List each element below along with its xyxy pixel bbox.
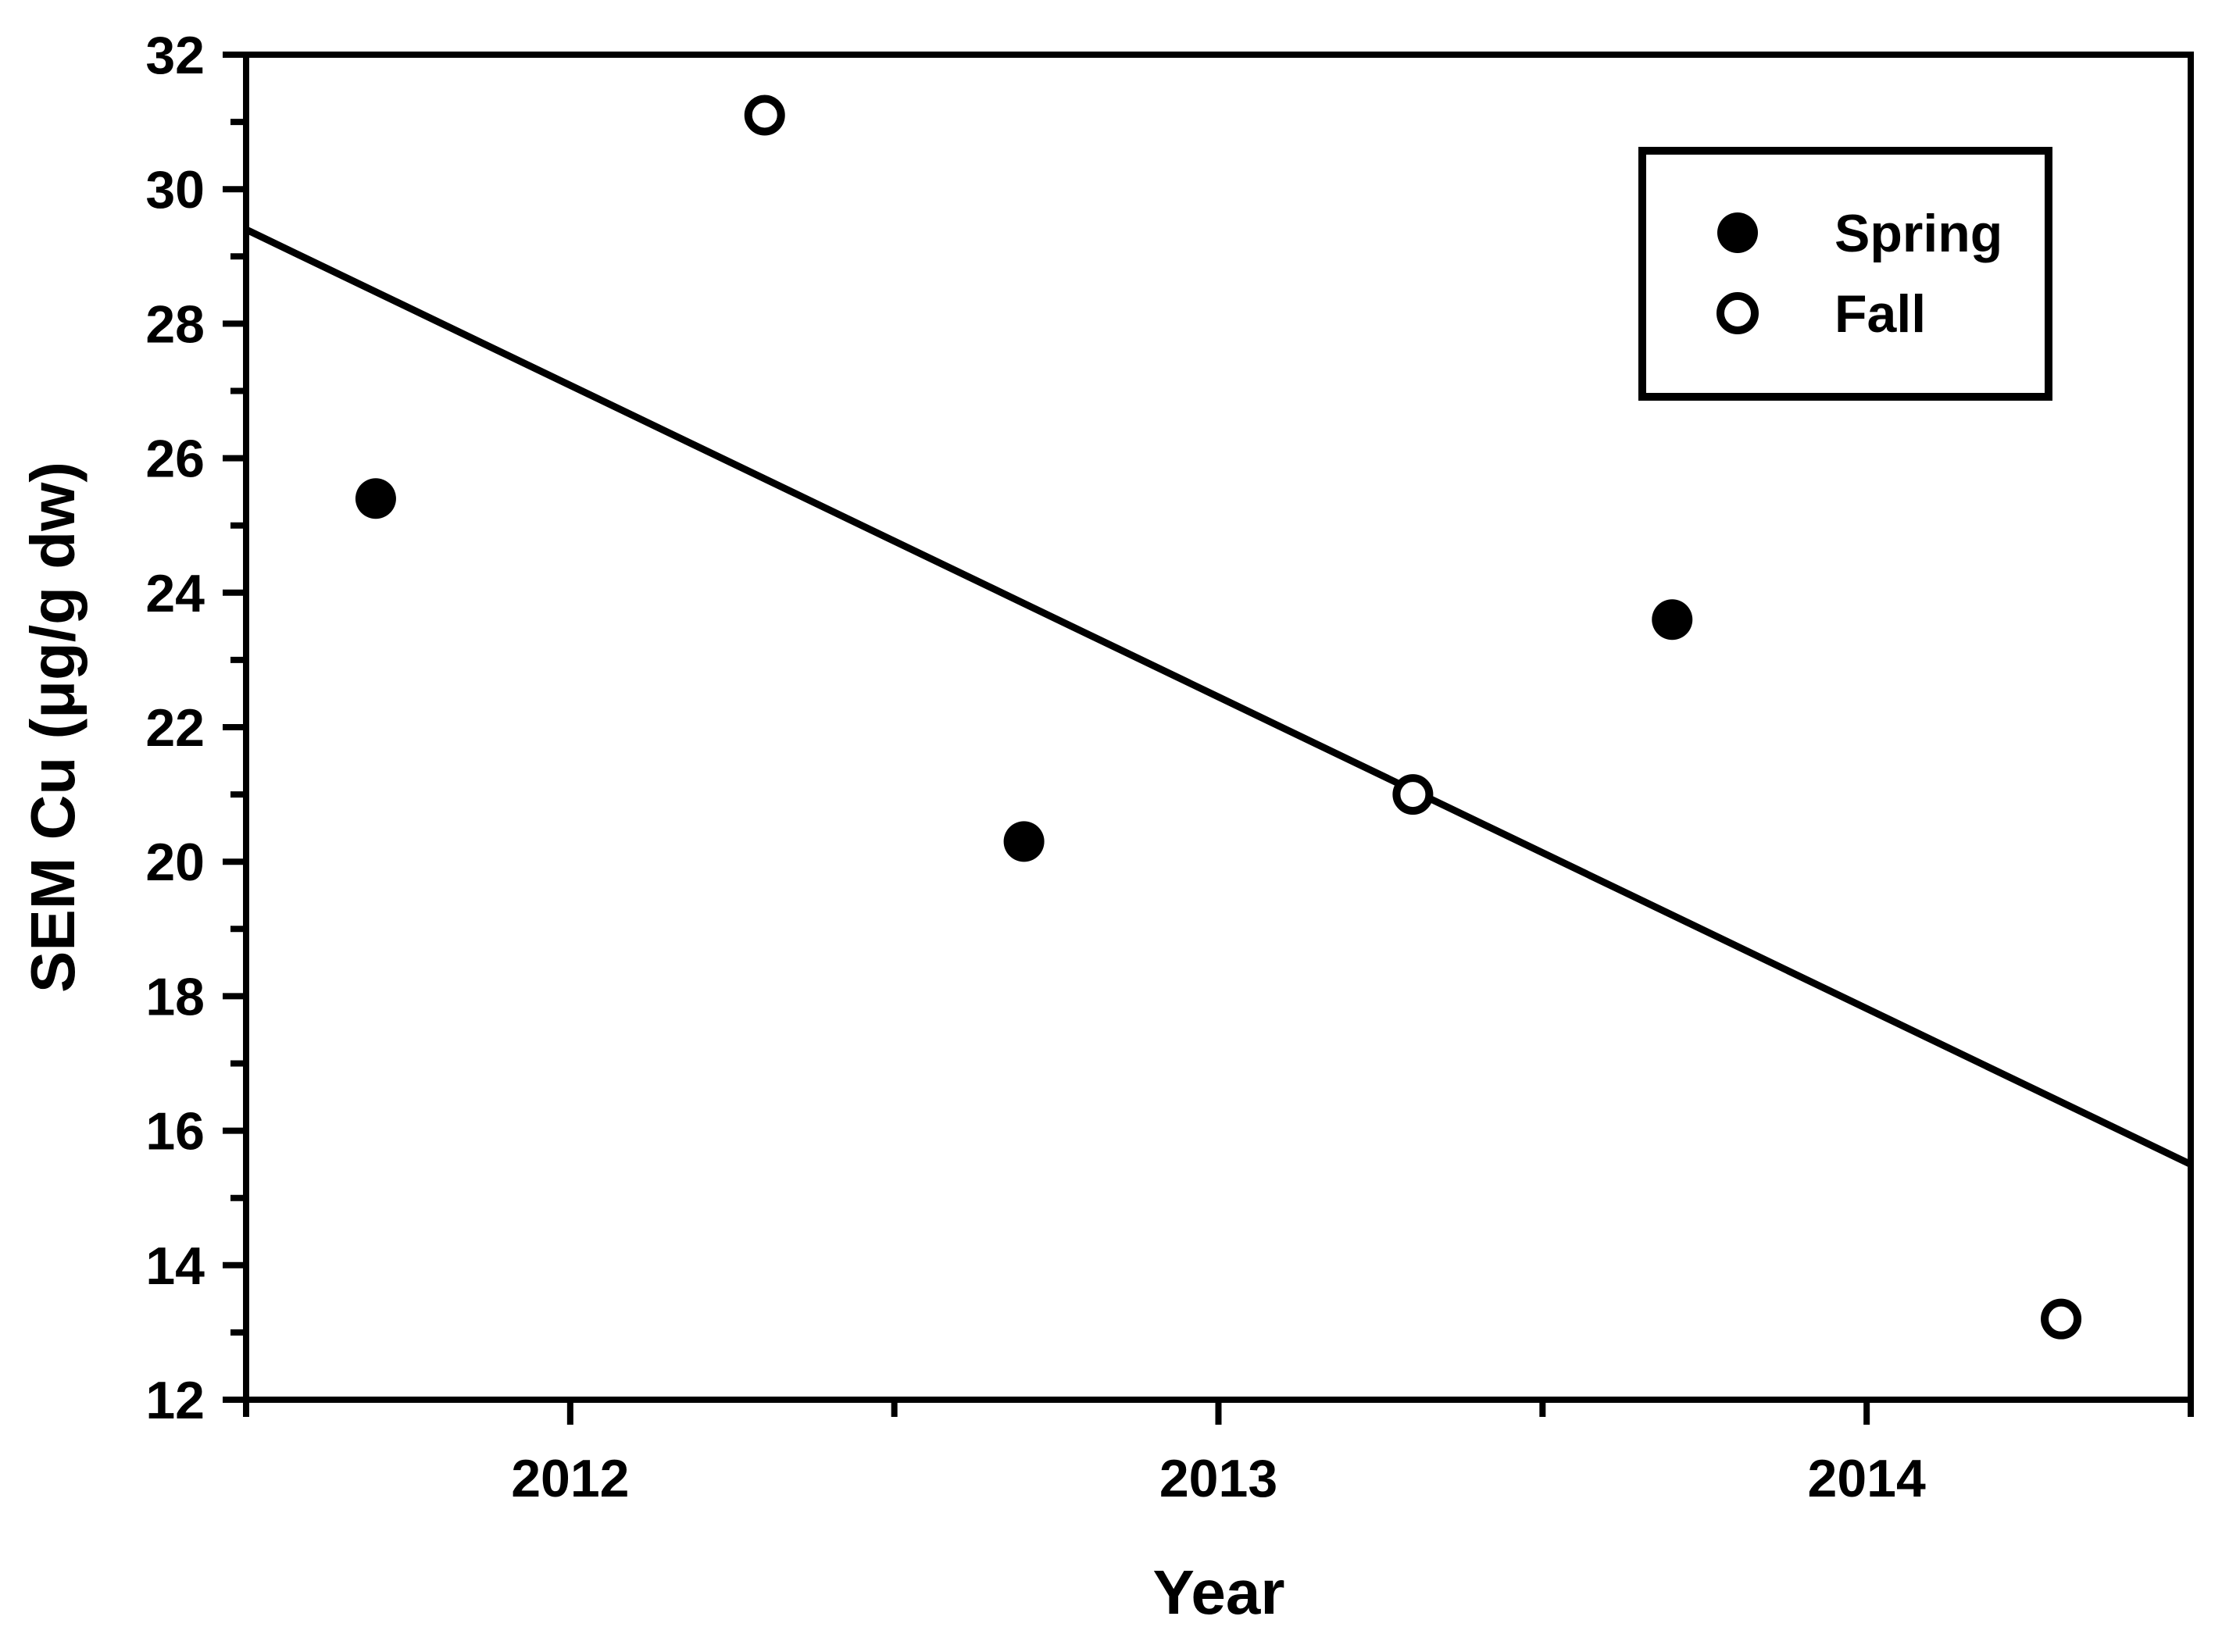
fall-point [1392, 774, 1434, 815]
fall-point [2041, 1298, 2082, 1340]
legend-box [1638, 147, 2052, 401]
y-tick-label: 22 [145, 698, 205, 758]
y-tick-label: 14 [145, 1236, 205, 1296]
x-tick-label: 2013 [1159, 1449, 1277, 1508]
spring-point [1003, 821, 1045, 862]
x-tick-label: 2012 [511, 1449, 629, 1508]
y-tick-label: 24 [145, 564, 205, 623]
spring-point [355, 478, 396, 519]
axes-ticks: 2012 2013 2014 12 14 16 18 20 22 24 26 28 30 32 [145, 26, 2194, 1508]
spring-point [1652, 599, 1693, 640]
fall-point [744, 95, 785, 136]
data-layer [245, 95, 2192, 1340]
legend-spring-label: Spring [1834, 204, 2002, 263]
y-tick-label: 26 [145, 430, 205, 489]
legend-spring-marker-icon [1717, 212, 1758, 253]
y-tick-label: 16 [145, 1102, 205, 1161]
y-tick-label: 12 [145, 1371, 205, 1430]
y-tick-label: 18 [145, 967, 205, 1026]
legend: Spring Fall [1638, 147, 2052, 401]
y-tick-label: 28 [145, 294, 205, 354]
x-axis-title: Year [1152, 1557, 1284, 1627]
x-tick-label: 2014 [1808, 1449, 1926, 1508]
plot-frame [243, 52, 2194, 1403]
legend-fall-marker-icon [1717, 292, 1759, 334]
legend-fall-label: Fall [1834, 284, 1926, 344]
regression-line [245, 226, 2192, 1168]
y-tick-label: 32 [145, 26, 205, 85]
y-tick-label: 30 [145, 160, 205, 219]
y-axis-title: SEM Cu (μg/g dw) [18, 462, 88, 993]
y-tick-label: 20 [145, 833, 205, 892]
